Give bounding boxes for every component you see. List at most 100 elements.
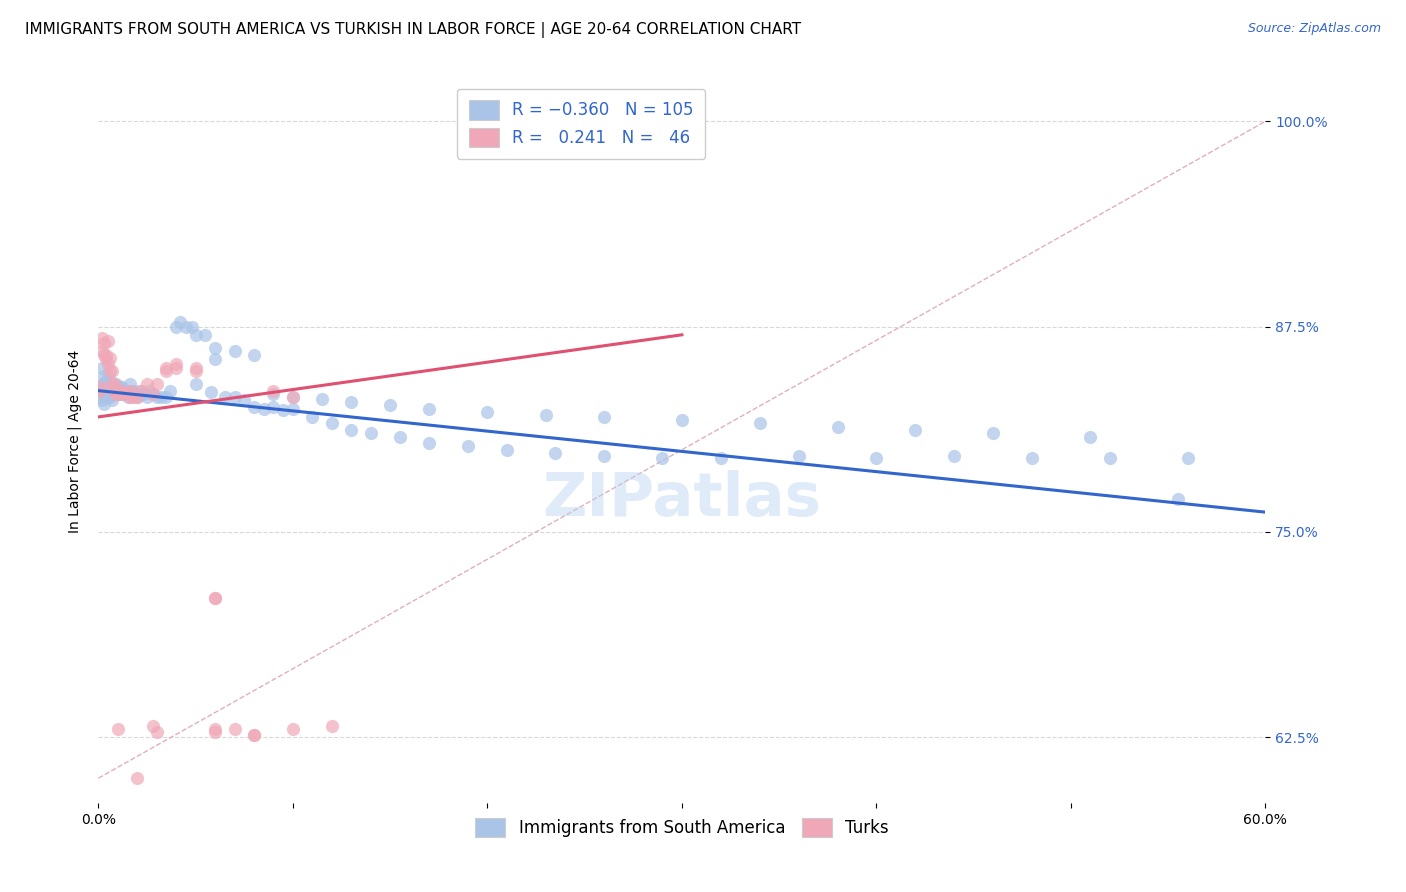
Point	[103, 377, 125, 392]
Point	[98, 390, 121, 404]
Point	[112, 387, 135, 401]
Point	[418, 401, 440, 416]
Point	[98, 380, 121, 394]
Point	[180, 319, 202, 334]
Point	[93, 336, 115, 351]
Point	[93, 397, 115, 411]
Point	[380, 398, 402, 412]
Point	[96, 347, 118, 361]
Point	[107, 387, 129, 401]
Point	[981, 426, 1004, 441]
Point	[204, 591, 226, 605]
Point	[159, 384, 181, 398]
Point	[91, 360, 114, 375]
Point	[496, 442, 519, 457]
Point	[97, 390, 120, 404]
Point	[127, 771, 149, 785]
Point	[301, 409, 323, 424]
Point	[146, 377, 169, 392]
Point	[165, 319, 187, 334]
Point	[104, 387, 127, 401]
Point	[233, 393, 256, 408]
Point	[101, 377, 124, 392]
Point	[112, 384, 135, 398]
Point	[101, 377, 124, 392]
Point	[904, 423, 927, 437]
Point	[91, 344, 114, 359]
Point	[943, 450, 966, 464]
Point	[103, 377, 125, 392]
Point	[89, 380, 111, 394]
Point	[262, 387, 284, 401]
Point	[136, 390, 159, 404]
Point	[184, 377, 207, 392]
Point	[243, 729, 266, 743]
Point	[534, 409, 557, 423]
Point	[89, 380, 111, 394]
Point	[243, 400, 266, 414]
Point	[142, 718, 165, 732]
Point	[593, 450, 616, 464]
Point	[155, 360, 177, 375]
Point	[89, 384, 111, 398]
Point	[93, 377, 115, 392]
Point	[108, 387, 131, 401]
Point	[184, 360, 207, 375]
Point	[121, 384, 143, 398]
Point	[142, 387, 165, 401]
Point	[122, 390, 145, 404]
Point	[101, 393, 124, 408]
Legend: Immigrants from South America, Turks: Immigrants from South America, Turks	[464, 806, 900, 848]
Point	[321, 417, 343, 431]
Point	[96, 352, 118, 367]
Point	[165, 357, 187, 371]
Point	[1167, 491, 1189, 506]
Point	[1098, 450, 1121, 465]
Point	[169, 315, 191, 329]
Point	[360, 426, 382, 441]
Point	[262, 384, 284, 398]
Point	[118, 377, 141, 392]
Point	[136, 377, 159, 392]
Point	[122, 384, 145, 398]
Point	[108, 384, 131, 398]
Point	[111, 387, 134, 401]
Point	[124, 387, 146, 401]
Point	[184, 327, 207, 342]
Point	[97, 380, 120, 394]
Point	[111, 380, 134, 394]
Point	[101, 364, 124, 378]
Point	[748, 417, 770, 431]
Point	[129, 387, 152, 401]
Point	[97, 357, 120, 371]
Point	[111, 384, 134, 398]
Point	[827, 419, 849, 434]
Point	[96, 390, 118, 404]
Point	[117, 390, 139, 404]
Point	[174, 319, 197, 334]
Point	[281, 390, 304, 404]
Point	[787, 450, 810, 464]
Point	[311, 392, 333, 406]
Point	[165, 360, 187, 375]
Point	[93, 347, 115, 361]
Point	[865, 450, 887, 465]
Point	[321, 718, 343, 732]
Point	[224, 344, 246, 359]
Point	[477, 405, 499, 419]
Point	[710, 450, 733, 465]
Point	[121, 384, 143, 398]
Point	[118, 385, 141, 400]
Point	[204, 725, 226, 739]
Point	[129, 384, 152, 398]
Point	[128, 384, 150, 398]
Point	[93, 385, 115, 400]
Point	[91, 331, 114, 345]
Point	[103, 385, 125, 400]
Point	[1177, 450, 1199, 465]
Point	[107, 722, 129, 736]
Point	[224, 390, 246, 404]
Point	[593, 409, 616, 424]
Point	[91, 393, 114, 408]
Point	[146, 725, 169, 739]
